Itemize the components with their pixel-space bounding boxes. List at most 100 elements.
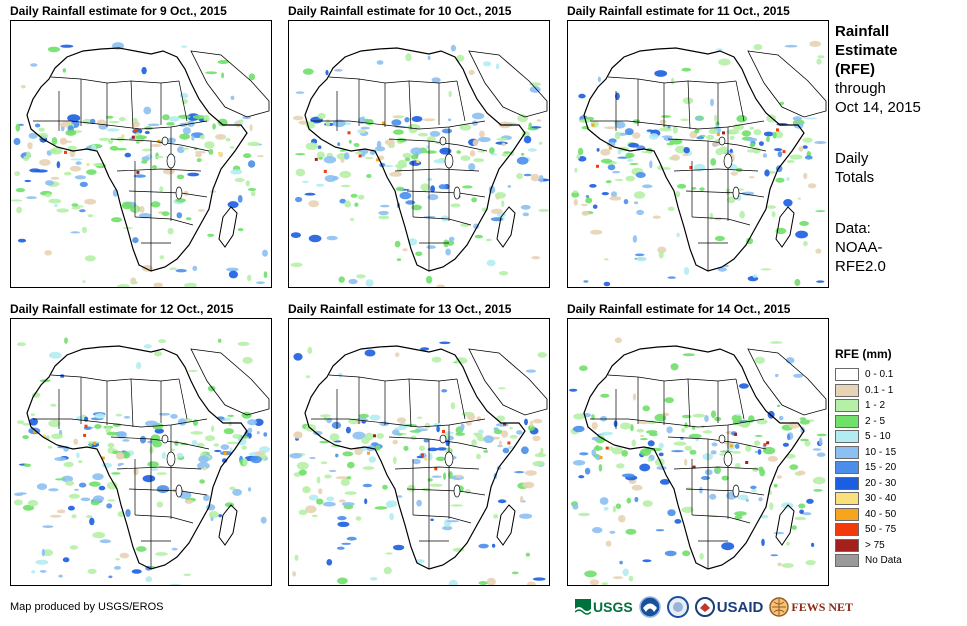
rainfall-cell	[38, 127, 45, 132]
rainfall-cell	[524, 470, 537, 476]
madagascar-outline	[775, 504, 795, 546]
rainfall-cell	[682, 353, 695, 357]
rainfall-cell	[378, 215, 390, 220]
rainfall-cell	[603, 281, 611, 287]
through-date: Oct 14, 2015	[835, 99, 921, 116]
rainfall-cell	[27, 499, 39, 507]
rainfall-cell	[483, 435, 494, 444]
legend-label: 20 - 30	[865, 477, 897, 489]
rainfall-cell	[614, 131, 621, 140]
rainfall-cell	[354, 447, 363, 456]
rainfall-cell	[785, 453, 796, 459]
legend-label: 5 - 10	[865, 431, 891, 443]
map-credit: Map produced by USGS/EROS	[10, 601, 164, 613]
rainfall-intense-cell	[218, 152, 221, 155]
rainfall-cell	[767, 455, 778, 462]
rainfall-cell	[734, 514, 743, 520]
rainfall-cell	[56, 509, 66, 514]
rainfall-cell	[257, 155, 264, 158]
rainfall-cell	[603, 506, 609, 511]
legend-title: RFE (mm)	[835, 347, 892, 361]
rainfall-cell	[621, 473, 635, 478]
rainfall-cell	[540, 447, 544, 454]
rainfall-cell	[632, 132, 641, 139]
rainfall-cell	[29, 418, 38, 426]
rainfall-cell	[225, 137, 231, 142]
legend-swatch	[835, 399, 859, 413]
rainfall-cell	[578, 156, 587, 162]
rainfall-cell	[411, 116, 423, 122]
rainfall-cell	[612, 505, 616, 513]
rainfall-cell	[150, 201, 161, 208]
rainfall-cell	[635, 172, 646, 178]
rainfall-cell	[581, 210, 590, 216]
rainfall-cell	[773, 531, 785, 535]
rainfall-cell	[696, 136, 705, 140]
rainfall-cell	[750, 485, 757, 490]
rainfall-cell	[31, 570, 36, 574]
rainfall-cell	[131, 121, 140, 128]
arabian-peninsula-outline	[190, 50, 270, 118]
rainfall-cell	[693, 163, 706, 172]
rainfall-cell	[34, 123, 41, 128]
rainfall-cell	[376, 433, 384, 439]
rainfall-cell	[455, 432, 466, 436]
rainfall-cell	[411, 204, 422, 211]
rainfall-cell	[719, 453, 726, 456]
rainfall-cell	[204, 141, 215, 149]
rainfall-cell	[348, 278, 358, 285]
rainfall-cell	[361, 420, 366, 424]
rainfall-cell	[474, 234, 483, 239]
rainfall-cell	[250, 455, 262, 464]
rainfall-cell	[340, 478, 350, 486]
dept-interior-logo	[666, 596, 689, 618]
rainfall-cell	[181, 45, 188, 48]
rainfall-cell	[802, 512, 812, 516]
rainfall-cell	[339, 170, 352, 179]
rainfall-map	[288, 20, 550, 288]
legend-label: 0 - 0.1	[865, 369, 894, 381]
rainfall-cell	[671, 154, 680, 161]
rainfall-cell	[143, 344, 152, 349]
rainfall-cell	[82, 280, 86, 283]
rainfall-cell	[715, 121, 720, 127]
rainfall-cell	[195, 153, 202, 158]
rainfall-map	[288, 318, 550, 586]
rainfall-cell	[237, 341, 250, 346]
rainfall-cell	[344, 200, 352, 208]
rainfall-cell	[50, 176, 60, 180]
legend-swatch	[835, 461, 859, 475]
rainfall-cell	[648, 133, 659, 140]
country-border	[412, 514, 472, 524]
rainfall-intense-cell	[347, 131, 351, 135]
rainfall-cell	[48, 419, 61, 428]
legend: RFE (mm) 0 - 0.1 0.1 - 1 1 - 2 2 - 5 5 - 10 1…	[835, 347, 945, 569]
rainfall-cell	[758, 141, 764, 146]
rainfall-cell	[714, 235, 725, 242]
rainfall-cell	[591, 414, 595, 420]
rainfall-cell	[657, 246, 667, 254]
rainfall-cell	[613, 420, 618, 428]
rainfall-cell	[741, 130, 752, 137]
rainfall-cell	[383, 165, 394, 168]
rainfall-cell	[169, 267, 177, 271]
rainfall-cell	[716, 48, 723, 51]
rainfall-cell	[375, 444, 381, 451]
rainfall-cell	[596, 148, 600, 152]
rainfall-cell	[569, 388, 578, 392]
rainfall-cell	[583, 280, 589, 283]
rainfall-cell	[132, 237, 139, 244]
rainfall-cell	[350, 193, 358, 198]
rainfall-cell	[410, 147, 423, 155]
usaid-seal-icon	[694, 597, 715, 617]
rainfall-cell	[211, 425, 215, 432]
rainfall-cell	[51, 433, 63, 440]
rainfall-cell	[532, 460, 545, 467]
rainfall-cell	[217, 338, 222, 343]
rainfall-intense-cell	[361, 129, 365, 133]
rainfall-cell	[183, 190, 189, 196]
rainfall-cell	[699, 187, 705, 191]
rainfall-cell	[11, 199, 23, 202]
rainfall-cell	[578, 93, 586, 99]
rainfall-cell	[573, 413, 585, 420]
